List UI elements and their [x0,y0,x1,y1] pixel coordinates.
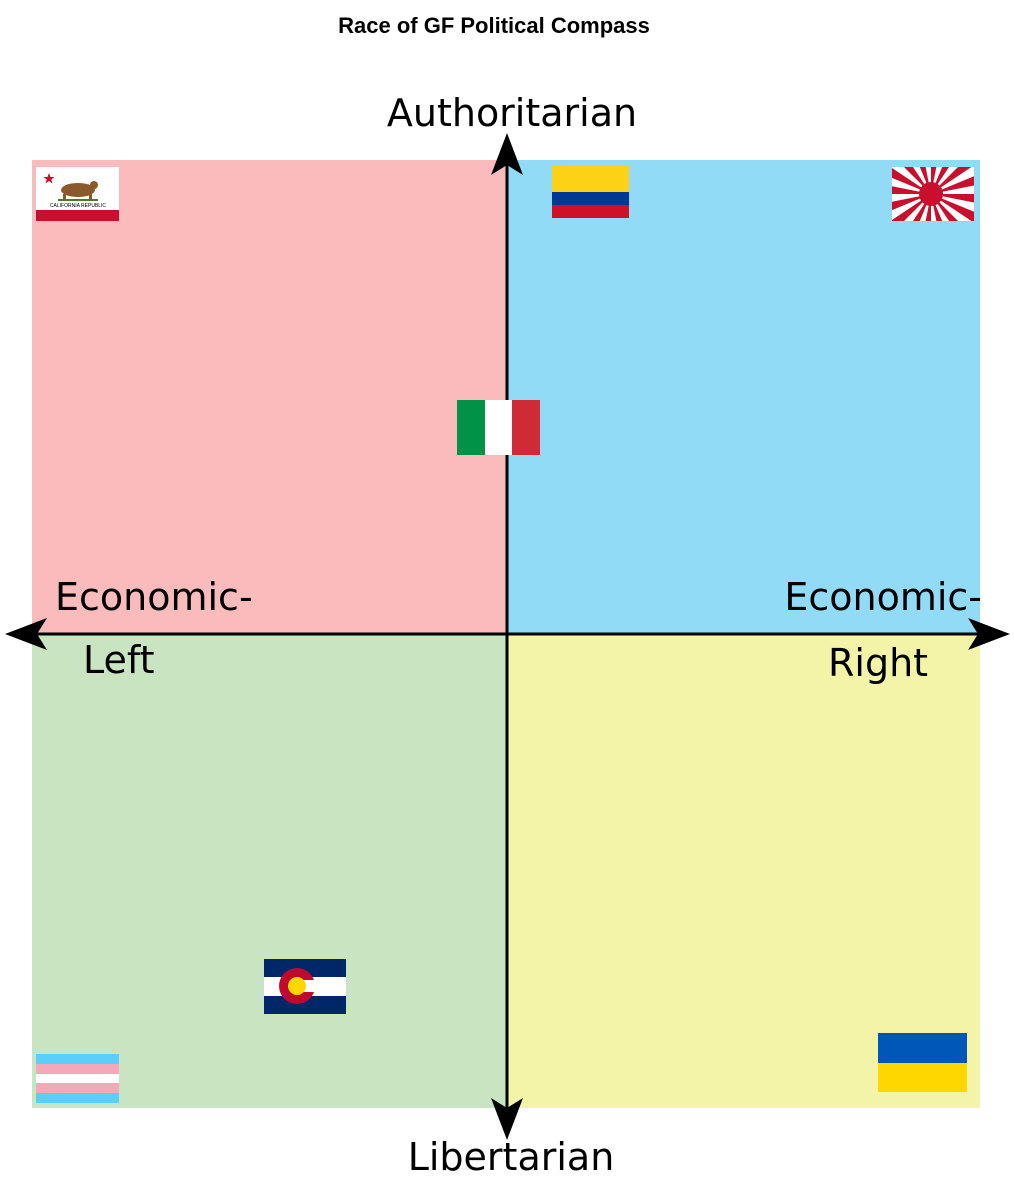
arrow-up [491,133,523,175]
sun-ray [931,167,972,194]
auth-right-quadrant [507,160,980,634]
flag-italy [457,400,540,455]
flag-text: CALIFORNIA REPUBLIC [50,203,107,209]
lib-right-quadrant [507,634,980,1108]
top-label: Authoritarian [387,91,637,135]
left-label-2: Left [83,638,155,682]
flag-ukraine [878,1033,967,1092]
auth-left-quadrant [32,160,507,634]
sun-ray [931,194,974,221]
left-label-1: Economic- [55,575,253,619]
bottom-label: Libertarian [408,1135,615,1179]
lib-left-quadrant [32,634,507,1108]
sun-ray [931,194,943,221]
title: Race of GF Political Compass [338,13,650,38]
arrow-down [491,1098,523,1140]
flag-california: CALIFORNIA REPUBLIC [36,167,119,221]
right-label-2: Right [828,641,928,685]
flag-trans [36,1054,119,1103]
flag-colorado [264,959,346,1014]
right-label-1: Economic- [784,575,982,619]
sun-ray [919,167,931,194]
arrow-left [5,618,47,650]
sun-ray [892,194,931,211]
flag-colombia [552,166,629,218]
arrow-right [968,618,1010,650]
flag-rising-sun [892,167,974,221]
